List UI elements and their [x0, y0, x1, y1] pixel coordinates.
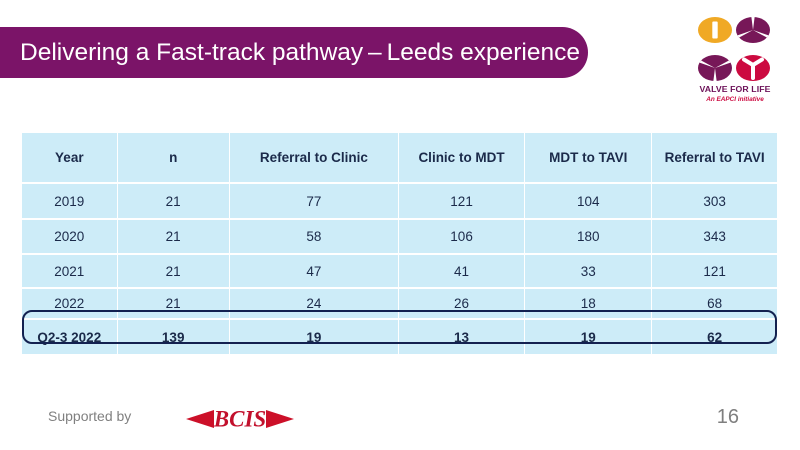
svg-text:VALVE FOR LIFE: VALVE FOR LIFE	[699, 84, 770, 94]
svg-text:BCIS: BCIS	[213, 407, 266, 432]
svg-text:An EAPCI initiative: An EAPCI initiative	[705, 96, 764, 103]
